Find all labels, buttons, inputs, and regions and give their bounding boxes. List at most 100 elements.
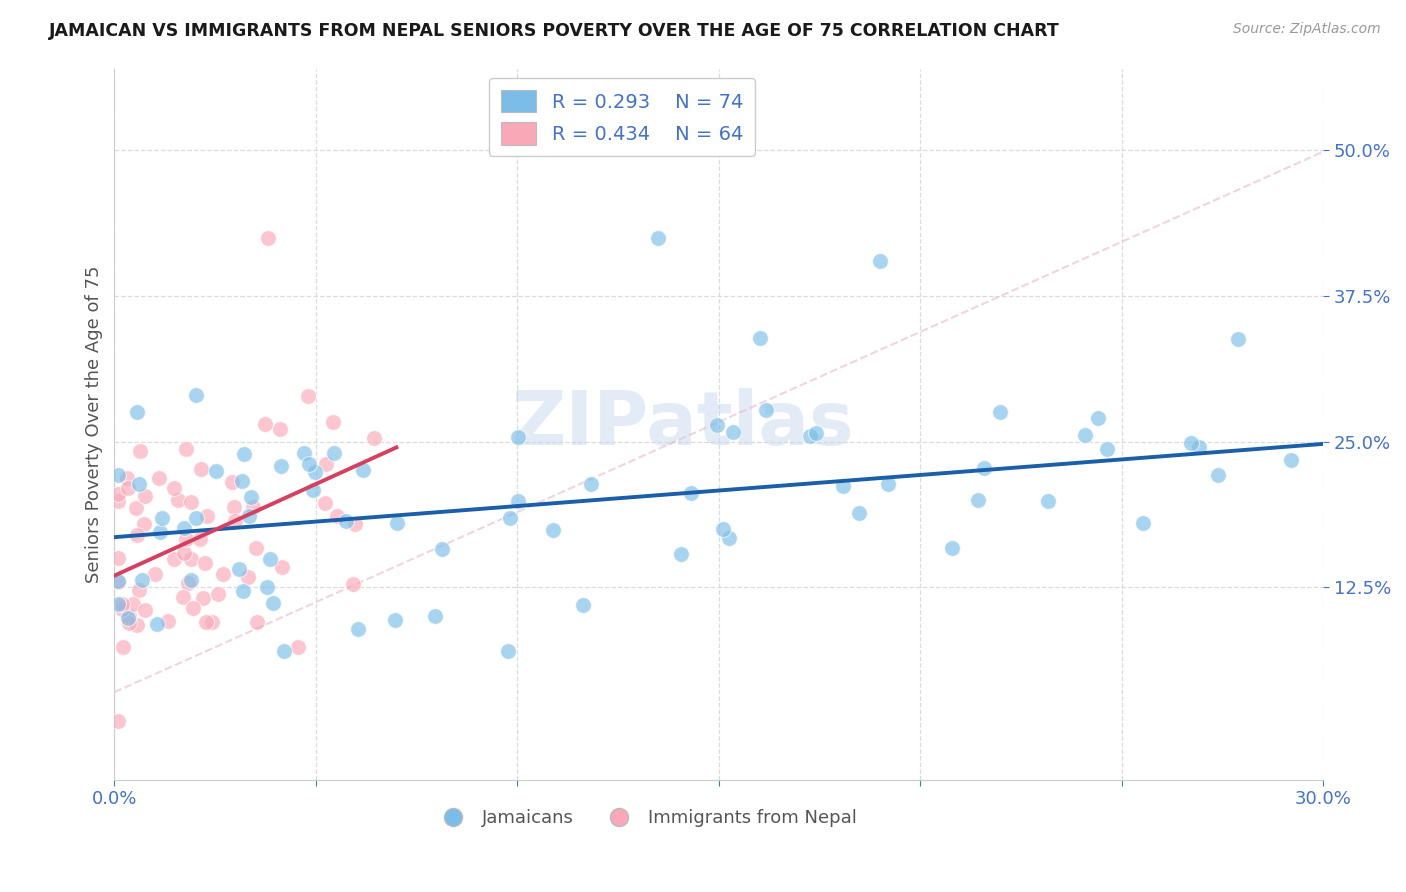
Point (256, 230, 278, 244)
Point (125, 405, 148, 419)
Text: Source: ZipAtlas.com: Source: ZipAtlas.com (1233, 22, 1381, 37)
Point (287, 640, 309, 655)
Point (259, 551, 281, 566)
Point (425, 608, 447, 623)
Point (132, 516, 155, 531)
Point (207, 587, 229, 601)
Point (302, 483, 325, 497)
Point (1226, 332, 1249, 346)
Point (1087, 411, 1109, 425)
Point (679, 485, 702, 500)
Point (430, 541, 453, 556)
Point (941, 541, 963, 556)
Point (186, 510, 208, 524)
Point (848, 506, 870, 520)
Point (162, 551, 184, 566)
Point (186, 388, 208, 402)
Point (224, 514, 246, 528)
Point (117, 611, 139, 625)
Point (297, 389, 319, 403)
Point (832, 479, 855, 493)
Point (204, 464, 226, 478)
Point (176, 442, 198, 457)
Point (131, 573, 153, 587)
Point (508, 430, 530, 444)
Point (1097, 442, 1119, 456)
Point (363, 431, 385, 445)
Point (718, 531, 741, 545)
Point (245, 541, 267, 556)
Point (384, 613, 406, 627)
Point (806, 425, 828, 440)
Point (167, 493, 190, 508)
Point (292, 446, 315, 460)
Point (149, 524, 172, 539)
Point (1206, 468, 1229, 483)
Point (721, 425, 744, 439)
Text: ZIPatlas: ZIPatlas (512, 387, 853, 460)
Point (246, 615, 269, 630)
Point (498, 511, 520, 525)
Point (988, 404, 1011, 418)
Point (352, 463, 374, 477)
Point (172, 591, 194, 605)
Point (231, 475, 253, 489)
Point (228, 562, 250, 576)
Point (127, 528, 149, 542)
Point (236, 569, 259, 583)
Point (190, 462, 212, 476)
Point (749, 331, 772, 345)
Point (107, 494, 129, 508)
Point (572, 599, 595, 613)
Point (669, 547, 692, 561)
Point (343, 516, 366, 531)
Point (107, 574, 129, 588)
Point (242, 500, 264, 514)
Point (304, 465, 326, 479)
Legend: Jamaicans, Immigrants from Nepal: Jamaicans, Immigrants from Nepal (429, 802, 865, 835)
Point (118, 608, 141, 623)
Point (129, 444, 152, 458)
Point (346, 622, 368, 636)
Point (579, 476, 602, 491)
Point (506, 494, 529, 508)
Point (107, 468, 129, 483)
Point (143, 566, 166, 581)
Point (221, 475, 243, 490)
Point (181, 601, 204, 615)
Point (107, 550, 129, 565)
Point (315, 457, 337, 471)
Point (194, 615, 217, 629)
Point (755, 403, 778, 417)
Point (211, 566, 233, 581)
Point (335, 514, 357, 528)
Point (107, 597, 129, 611)
Point (146, 616, 169, 631)
Point (174, 532, 197, 546)
Point (173, 521, 195, 535)
Point (314, 495, 336, 509)
Point (342, 577, 364, 591)
Point (107, 714, 129, 729)
Point (1279, 453, 1302, 467)
Point (194, 556, 217, 570)
Point (1180, 435, 1202, 450)
Point (232, 447, 254, 461)
Point (195, 509, 218, 524)
Point (706, 418, 728, 433)
Point (1038, 494, 1060, 508)
Point (270, 458, 292, 473)
Point (163, 481, 186, 495)
Point (124, 500, 146, 515)
Point (222, 500, 245, 515)
Point (271, 560, 294, 574)
Point (325, 508, 347, 523)
Point (112, 640, 135, 654)
Point (273, 644, 295, 658)
Point (298, 457, 321, 471)
Point (134, 489, 156, 503)
Point (387, 516, 409, 530)
Point (239, 490, 262, 504)
Point (118, 616, 141, 631)
Point (973, 461, 995, 475)
